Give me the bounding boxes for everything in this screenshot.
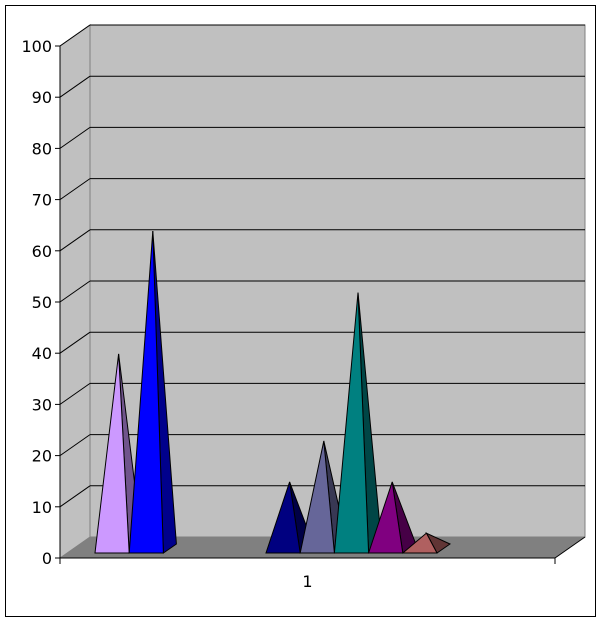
x-tick-label: 1 xyxy=(302,572,312,591)
pyramid-bar xyxy=(299,440,335,554)
y-tick-label: 10 xyxy=(32,498,52,517)
gridline-side xyxy=(59,178,91,201)
y-tick-label: 90 xyxy=(32,88,52,107)
pyramid-bar xyxy=(401,532,438,554)
y-tick-label: 80 xyxy=(32,139,52,158)
gridline-side xyxy=(59,485,91,508)
gridline-side xyxy=(59,126,91,149)
y-tick-label: 60 xyxy=(32,242,52,261)
y-tick-label: 40 xyxy=(32,344,52,363)
y-tick-label: 0 xyxy=(42,549,52,568)
y-tick-label: 70 xyxy=(32,191,52,210)
pyramid-bar xyxy=(333,292,370,554)
gridline-side xyxy=(59,280,91,303)
pyramid-bar xyxy=(128,231,164,554)
y-tick-label: 50 xyxy=(32,293,52,312)
gridline-side xyxy=(59,24,91,47)
y-tick-label: 100 xyxy=(21,37,52,56)
floor-edge xyxy=(554,536,586,559)
gridline-side xyxy=(59,75,91,98)
gridline-side xyxy=(59,434,91,457)
y-tick-label: 30 xyxy=(32,395,52,414)
gridline-side xyxy=(59,331,91,354)
pyramid-bar xyxy=(367,481,404,554)
gridline-side xyxy=(59,229,91,252)
pyramid-bar xyxy=(265,481,301,554)
gridline-side xyxy=(59,382,91,405)
pyramid-bar xyxy=(94,353,130,554)
y-tick-label: 20 xyxy=(32,447,52,466)
